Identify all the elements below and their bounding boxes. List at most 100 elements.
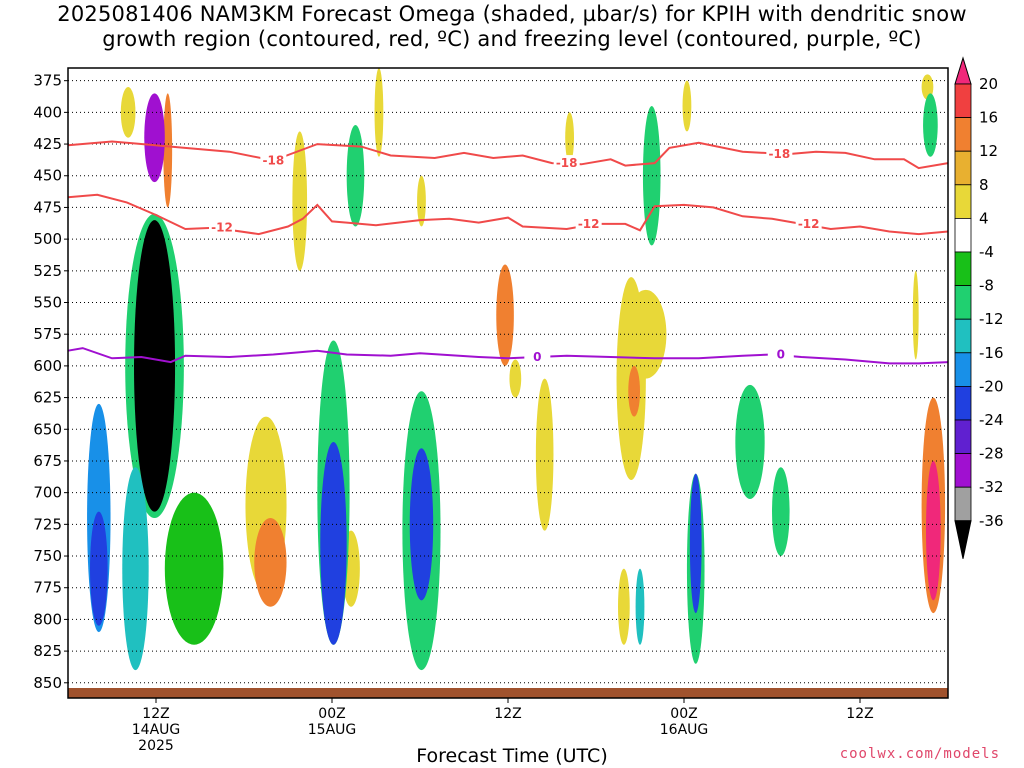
x-tick-label: 12Z xyxy=(494,706,521,722)
y-tick-label: 725 xyxy=(33,515,62,533)
omega-shading xyxy=(87,68,946,671)
contour-label: -18 xyxy=(262,154,284,168)
y-tick-label: 700 xyxy=(33,484,62,502)
y-tick-label: 375 xyxy=(33,72,62,90)
y-tick-label: 800 xyxy=(33,610,62,628)
omega-cell xyxy=(346,125,365,227)
contour-label-bg xyxy=(766,146,793,161)
omega-cell xyxy=(772,467,790,557)
credit-text[interactable]: coolwx.com/models xyxy=(839,746,1000,762)
colorbar-segment xyxy=(954,486,972,522)
omega-cell xyxy=(689,473,702,614)
y-tick-label: 450 xyxy=(33,167,62,185)
omega-cell xyxy=(682,80,692,132)
colorbar-segment xyxy=(954,419,972,454)
omega-cell xyxy=(926,460,941,601)
contour-label: 0 xyxy=(533,350,541,364)
colorbar-segment xyxy=(954,150,972,186)
colorbar-label: 16 xyxy=(979,109,998,127)
contour-label-bg xyxy=(795,215,822,230)
colorbar-label: -24 xyxy=(979,411,1004,429)
omega-cell xyxy=(90,511,108,626)
colorbar-segment xyxy=(954,385,972,421)
omega-cell xyxy=(134,220,176,512)
omega-cell xyxy=(496,264,514,366)
x-tick-label: 12Z xyxy=(142,706,169,722)
omega-cell xyxy=(122,467,149,671)
y-tick-label: 425 xyxy=(33,135,62,153)
omega-cell xyxy=(320,441,347,645)
omega-cell xyxy=(254,518,287,607)
colorbar-top-arrow xyxy=(954,56,972,85)
contour-label: -12 xyxy=(798,217,820,231)
omega-cell xyxy=(163,93,173,208)
omega-cell xyxy=(635,568,645,645)
colorbar-segment xyxy=(954,352,972,387)
y-tick-label: 500 xyxy=(33,230,62,248)
contour-label-bg xyxy=(575,215,602,230)
chart-title-line2: growth region (contoured, red, ºC) and f… xyxy=(102,27,922,51)
omega-cell xyxy=(144,93,165,183)
x-tick-date: 16AUG xyxy=(660,722,709,738)
colorbar-segment xyxy=(954,217,972,253)
omega-cell xyxy=(374,68,384,157)
terrain-strip xyxy=(68,688,948,698)
colorbar: 20 16 12 8 4 -4 -8 -12 -16 -20 -24 -28 -32 -36 xyxy=(954,56,1004,559)
y-tick-label: 650 xyxy=(33,420,62,438)
colorbar-label: 4 xyxy=(979,209,989,227)
colorbar-segment xyxy=(954,285,972,320)
omega-cell xyxy=(164,492,224,645)
omega-cell xyxy=(409,448,434,601)
colorbar-segment xyxy=(954,251,972,286)
colorbar-bottom-arrow xyxy=(954,520,972,559)
grid-lines xyxy=(68,80,948,684)
x-tick-label: 00Z xyxy=(318,706,345,722)
y-tick-label: 775 xyxy=(33,579,62,597)
colorbar-label: -28 xyxy=(979,445,1004,463)
y-tick-label: 850 xyxy=(33,674,62,692)
contour-label-bg xyxy=(767,346,794,361)
omega-cell xyxy=(628,365,641,417)
colorbar-label: -32 xyxy=(979,478,1004,496)
colorbar-segment xyxy=(954,83,972,118)
y-tick-label: 825 xyxy=(33,642,62,660)
x-tick-date: 15AUG xyxy=(308,722,357,738)
contour-label-bg xyxy=(553,155,580,170)
omega-cell xyxy=(618,568,630,645)
y-tick-label: 525 xyxy=(33,262,62,280)
contour-label: -12 xyxy=(211,221,233,235)
x-tick-year: 2025 xyxy=(138,738,174,754)
y-tick-label: 550 xyxy=(33,294,62,312)
x-tick-label: 00Z xyxy=(670,706,697,722)
contour-label-bg xyxy=(260,152,287,167)
y-tick-label: 625 xyxy=(33,389,62,407)
y-tick-label: 600 xyxy=(33,357,62,375)
colorbar-label: -36 xyxy=(979,512,1004,530)
omega-cell xyxy=(509,359,522,398)
colorbar-label: -16 xyxy=(979,344,1004,362)
chart-title: 2025081406 NAM3KM Forecast Omega (shaded… xyxy=(0,2,1024,52)
omega-cell xyxy=(923,93,938,157)
omega-cell xyxy=(625,289,667,379)
contour-label: -18 xyxy=(768,147,790,161)
y-tick-label: 675 xyxy=(33,452,62,470)
colorbar-segment xyxy=(954,184,972,219)
colorbar-label: -4 xyxy=(979,243,994,261)
y-tick-label: 400 xyxy=(33,103,62,121)
colorbar-segment xyxy=(954,117,972,152)
omega-cell xyxy=(735,384,765,499)
x-axis-title: Forecast Time (UTC) xyxy=(416,745,608,767)
omega-cell xyxy=(642,106,661,246)
omega-cell xyxy=(417,175,426,227)
contour-label: -12 xyxy=(578,217,600,231)
chart-title-line1: 2025081406 NAM3KM Forecast Omega (shaded… xyxy=(57,2,967,26)
y-tick-label: 750 xyxy=(33,547,62,565)
contour-label: 0 xyxy=(777,347,785,361)
x-tick-date: 14AUG xyxy=(132,722,181,738)
contour-label-bg xyxy=(524,349,551,364)
colorbar-label: -12 xyxy=(979,310,1004,328)
colorbar-label: 12 xyxy=(979,142,998,160)
colorbar-label: 20 xyxy=(979,75,998,93)
contour-line xyxy=(67,140,949,170)
